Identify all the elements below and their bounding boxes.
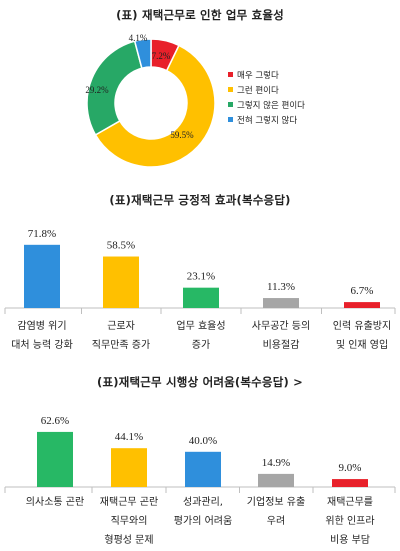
legend-label-4: 전혀 그렇지 않다 <box>237 115 297 126</box>
category-label-1-line-1: 감염병 위기 <box>17 319 66 332</box>
category-label-4-line-1: 기업정보 유출 <box>247 495 305 508</box>
category-label-1-line-2: 대처 능력 강화 <box>11 339 73 351</box>
category-label-4-line-2: 우려 <box>267 515 285 527</box>
legend-swatch-2 <box>228 87 233 92</box>
donut-slice-2 <box>94 44 216 168</box>
bar-value-label-2: 44.1% <box>115 431 143 443</box>
bar-value-label-1: 71.8% <box>28 228 56 240</box>
bar-4 <box>258 473 294 487</box>
legend-swatch-1 <box>228 72 233 77</box>
bar-3 <box>185 451 221 487</box>
category-label-4-line-1: 사무공간 등의 <box>252 320 310 332</box>
category-label-2-line-3: 형평성 문제 <box>104 534 153 546</box>
category-label-3-line-1: 업무 효율성 <box>176 319 225 332</box>
bar-4 <box>263 298 299 308</box>
category-label-3-line-1: 성과관리, <box>183 496 223 508</box>
category-label-2-line-2: 직무와의 <box>111 515 148 527</box>
category-label-2-line-1: 근로자 <box>107 320 135 332</box>
bar-value-label-5: 6.7% <box>351 285 374 297</box>
bar-value-label-1: 62.6% <box>41 415 69 427</box>
bar-value-label-3: 23.1% <box>187 271 215 283</box>
category-label-2-line-2: 직무만족 증가 <box>92 339 150 351</box>
category-label-5-line-1: 재택근무를 <box>327 496 373 508</box>
legend-label-3: 그렇지 않은 편이다 <box>237 100 305 111</box>
category-label-3-line-2: 증가 <box>192 339 210 351</box>
bar-2 <box>103 256 139 308</box>
category-label-5-line-3: 비용 부담 <box>330 534 370 546</box>
bar-value-label-2: 58.5% <box>107 240 135 252</box>
category-label-5-line-2: 위한 인프라 <box>325 514 374 527</box>
donut-slice-label-4: 4.1% <box>129 33 148 43</box>
legend-label-2: 그런 편이다 <box>237 85 279 96</box>
donut-slice-4 <box>133 38 152 70</box>
bar-5 <box>332 479 368 487</box>
bar-value-label-4: 14.9% <box>262 457 290 469</box>
donut-slice-label-3: 29.2% <box>85 85 109 95</box>
category-label-5-line-1: 인력 유출방지 <box>333 320 391 332</box>
donut-slice-label-2: 59.5% <box>170 130 194 140</box>
chart1-title: (표) 재택근무로 인한 업무 효율성 <box>116 8 284 22</box>
category-label-2-line-1: 재택근무 곤란 <box>100 496 158 508</box>
bar-5 <box>344 302 380 308</box>
category-label-1-line-1: 의사소통 곤란 <box>26 496 84 508</box>
bar-value-label-5: 9.0% <box>339 462 362 474</box>
bar-1 <box>37 431 73 487</box>
category-label-3-line-2: 평가의 어려움 <box>174 515 232 527</box>
chart3-title: (표)재택근무 시행상 어려움(복수응답) > <box>97 375 303 389</box>
donut-slice-label-1: 7.2% <box>152 51 171 61</box>
category-label-5-line-2: 및 인재 영입 <box>336 338 388 351</box>
legend-label-1: 매우 그렇다 <box>237 70 279 81</box>
legend-swatch-3 <box>228 102 233 107</box>
bar-1 <box>24 244 60 308</box>
bar-value-label-4: 11.3% <box>267 281 295 293</box>
bar-value-label-3: 40.0% <box>189 435 217 447</box>
bar-2 <box>111 448 147 487</box>
category-label-4-line-2: 비용절감 <box>263 338 300 351</box>
legend-swatch-4 <box>228 117 233 122</box>
bar-3 <box>183 287 219 308</box>
chart2-title: (표)재택근무 긍정적 효과(복수응답) <box>109 193 291 207</box>
